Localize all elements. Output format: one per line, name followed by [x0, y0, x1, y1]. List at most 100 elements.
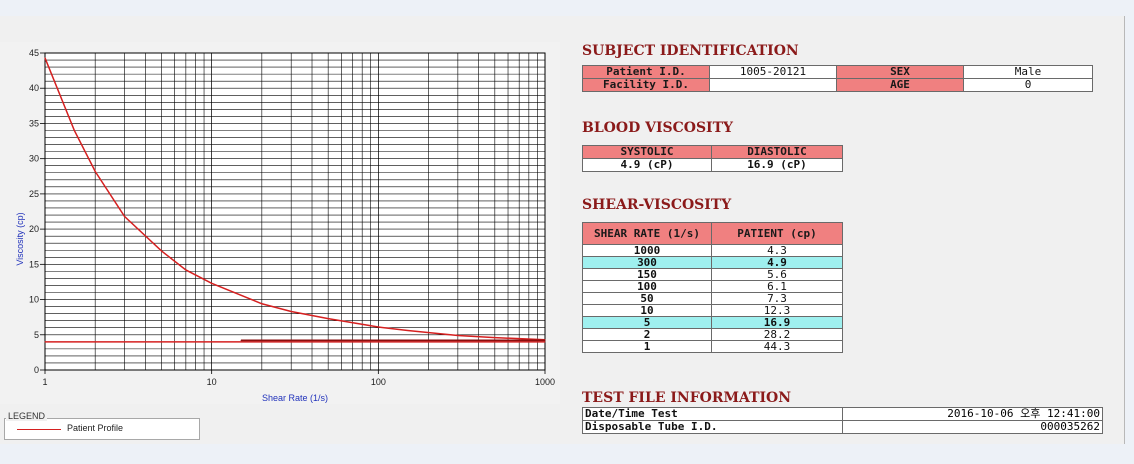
y-tick-label: 25	[29, 189, 39, 199]
data-point	[185, 269, 187, 271]
y-tick-label: 5	[34, 330, 39, 340]
table-row: 100 6.1	[582, 280, 843, 293]
data-point	[377, 326, 379, 328]
table-row: 1 44.3	[582, 340, 843, 353]
shear-viscosity-table: SHEAR RATE (1/s) PATIENT (cp) 1000 4.3 300…	[582, 222, 843, 353]
y-tick-label: 20	[29, 224, 39, 234]
y-axis-label: Viscosity (cp)	[15, 212, 25, 265]
systolic-label: SYSTOLIC	[582, 145, 712, 159]
shear-viscosity-rows: 1000 4.3 300 4.9 150 5.6 100 6.1 50 7.3 10 12.3 5 16.…	[582, 244, 843, 353]
subject-identification-heading: SUBJECT IDENTIFICATION	[582, 43, 799, 59]
axes: 0 5 10 15 20 25 30 35 40 45 1 10 100 1000	[29, 48, 555, 387]
facility-id-label: Facility I.D.	[582, 78, 710, 92]
legend: Patient Profile	[4, 418, 200, 440]
shear-rate-cell: 1	[582, 340, 712, 353]
patient-value-cell: 6.1	[711, 280, 843, 293]
test-file-information-heading: TEST FILE INFORMATION	[582, 390, 792, 406]
patient-value-cell: 4.3	[711, 244, 843, 257]
blood-viscosity-heading: BLOOD VISCOSITY	[582, 120, 734, 136]
shear-rate-cell: 5	[582, 316, 712, 329]
data-point	[44, 57, 46, 59]
data-point	[327, 318, 329, 320]
subject-identification-table: Patient I.D. 1005-20121 SEX Male Facilit…	[582, 65, 1093, 92]
patient-id-label: Patient I.D.	[582, 65, 710, 79]
data-point	[494, 337, 496, 339]
age-label: AGE	[836, 78, 964, 92]
data-point	[290, 311, 292, 313]
facility-id-value	[709, 78, 837, 92]
y-tick-label: 35	[29, 118, 39, 128]
patient-value-cell: 5.6	[711, 268, 843, 281]
table-row: 50 7.3	[582, 292, 843, 305]
y-tick-label: 40	[29, 83, 39, 93]
datetime-label: Date/Time Test	[582, 407, 843, 421]
data-point	[94, 170, 96, 172]
legend-entry-label: Patient Profile	[67, 423, 124, 433]
viscosity-chart: 0 5 10 15 20 25 30 35 40 45 1 10 100 1000 Shear Rate …	[15, 48, 555, 403]
table-row: Disposable Tube I.D. 000035262	[582, 420, 1103, 434]
data-point	[211, 282, 213, 284]
top-band	[0, 0, 1134, 16]
legend-title: LEGEND	[6, 411, 48, 421]
shear-rate-cell: 2	[582, 328, 712, 341]
data-point	[73, 129, 75, 131]
patient-value-cell: 44.3	[711, 340, 843, 353]
diastolic-label: DIASTOLIC	[711, 145, 843, 159]
patient-id-value: 1005-20121	[709, 65, 837, 79]
window-right-edge	[1124, 16, 1134, 444]
viscosity-chart-panel: 0 5 10 15 20 25 30 35 40 45 1 10 100 1000 Shear Rate …	[0, 42, 560, 404]
datetime-value: 2016-10-06 오후 12:41:00	[842, 407, 1103, 421]
tube-id-value: 000035262	[842, 420, 1103, 434]
bottom-band	[0, 444, 1134, 464]
shear-rate-cell: 10	[582, 304, 712, 317]
blood-viscosity-table: SYSTOLIC DIASTOLIC 4.9 (cP) 16.9 (cP)	[582, 145, 843, 172]
shear-rate-cell: 150	[582, 268, 712, 281]
data-point	[261, 303, 263, 305]
plot-area	[45, 53, 545, 370]
diastolic-value: 16.9 (cP)	[711, 158, 843, 172]
patient-value-cell: 7.3	[711, 292, 843, 305]
data-point	[160, 250, 162, 252]
x-axis-label: Shear Rate (1/s)	[262, 393, 328, 403]
sex-label: SEX	[836, 65, 964, 79]
table-row: 1000 4.3	[582, 244, 843, 257]
series	[44, 57, 546, 343]
grid	[44, 52, 546, 371]
table-row: 150 5.6	[582, 268, 843, 281]
table-row: 10 12.3	[582, 304, 843, 317]
data-point	[240, 339, 242, 341]
table-row: Patient I.D. 1005-20121 SEX Male	[582, 65, 1093, 79]
data-point	[457, 334, 459, 336]
data-point	[544, 341, 546, 343]
patient-column-header: PATIENT (cp)	[711, 222, 843, 245]
legend-line-swatch	[17, 429, 61, 430]
data-point	[124, 215, 126, 217]
x-tick-label: 100	[371, 377, 386, 387]
patient-value-cell: 12.3	[711, 304, 843, 317]
y-tick-label: 30	[29, 154, 39, 164]
y-tick-label: 10	[29, 295, 39, 305]
test-file-information-table: Date/Time Test 2016-10-06 오후 12:41:00 Di…	[582, 407, 1103, 434]
table-row: 5 16.9	[582, 316, 843, 329]
table-row: 2 28.2	[582, 328, 843, 341]
y-tick-label: 15	[29, 259, 39, 269]
age-value: 0	[963, 78, 1093, 92]
shear-rate-cell: 100	[582, 280, 712, 293]
table-row: 300 4.9	[582, 256, 843, 269]
patient-value-cell: 28.2	[711, 328, 843, 341]
shear-viscosity-heading: SHEAR-VISCOSITY	[582, 197, 732, 213]
shear-rate-column-header: SHEAR RATE (1/s)	[582, 222, 712, 245]
systolic-value: 4.9 (cP)	[582, 158, 712, 172]
table-header-row: SHEAR RATE (1/s) PATIENT (cp)	[582, 222, 843, 245]
sex-value: Male	[963, 65, 1093, 79]
x-tick-label: 10	[207, 377, 217, 387]
patient-value-cell: 16.9	[711, 316, 843, 329]
x-tick-label: 1000	[535, 377, 555, 387]
table-row: Facility I.D. AGE 0	[582, 78, 1093, 92]
y-tick-label: 45	[29, 48, 39, 58]
table-row: SYSTOLIC DIASTOLIC	[582, 145, 843, 159]
data-point	[44, 341, 46, 343]
shear-rate-cell: 1000	[582, 244, 712, 257]
data-point	[544, 339, 546, 341]
shear-rate-cell: 50	[582, 292, 712, 305]
